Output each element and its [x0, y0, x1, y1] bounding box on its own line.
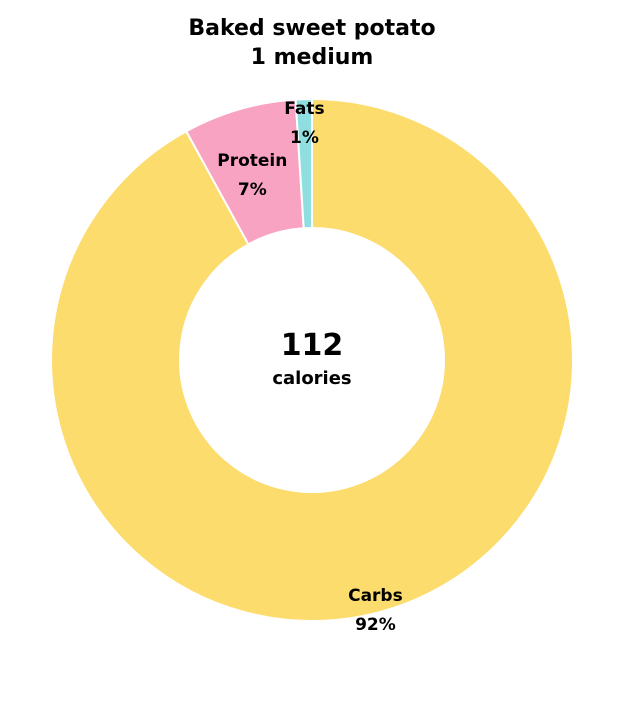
- slice-carbs: [50, 97, 574, 622]
- slice-label-protein: Protein: [217, 151, 287, 171]
- slice-fats: [294, 97, 313, 230]
- slice-label-fats: Fats: [284, 99, 324, 119]
- slice-labels: Carbs 92% Protein 7% Fats 1%: [217, 99, 402, 635]
- chart-title: Baked sweet potato: [188, 16, 436, 41]
- slice-percent-fats: 1%: [290, 128, 319, 148]
- slice-percent-protein: 7%: [238, 180, 267, 200]
- center-calories-value: 112: [281, 328, 344, 363]
- slice-label-carbs: Carbs: [348, 586, 403, 606]
- slice-percent-carbs: 92%: [355, 615, 396, 635]
- chart-subtitle: 1 medium: [250, 45, 374, 70]
- center-calories-unit: calories: [272, 368, 351, 389]
- chart-title-block: Baked sweet potato 1 medium: [0, 14, 624, 72]
- donut-slices: [50, 97, 574, 622]
